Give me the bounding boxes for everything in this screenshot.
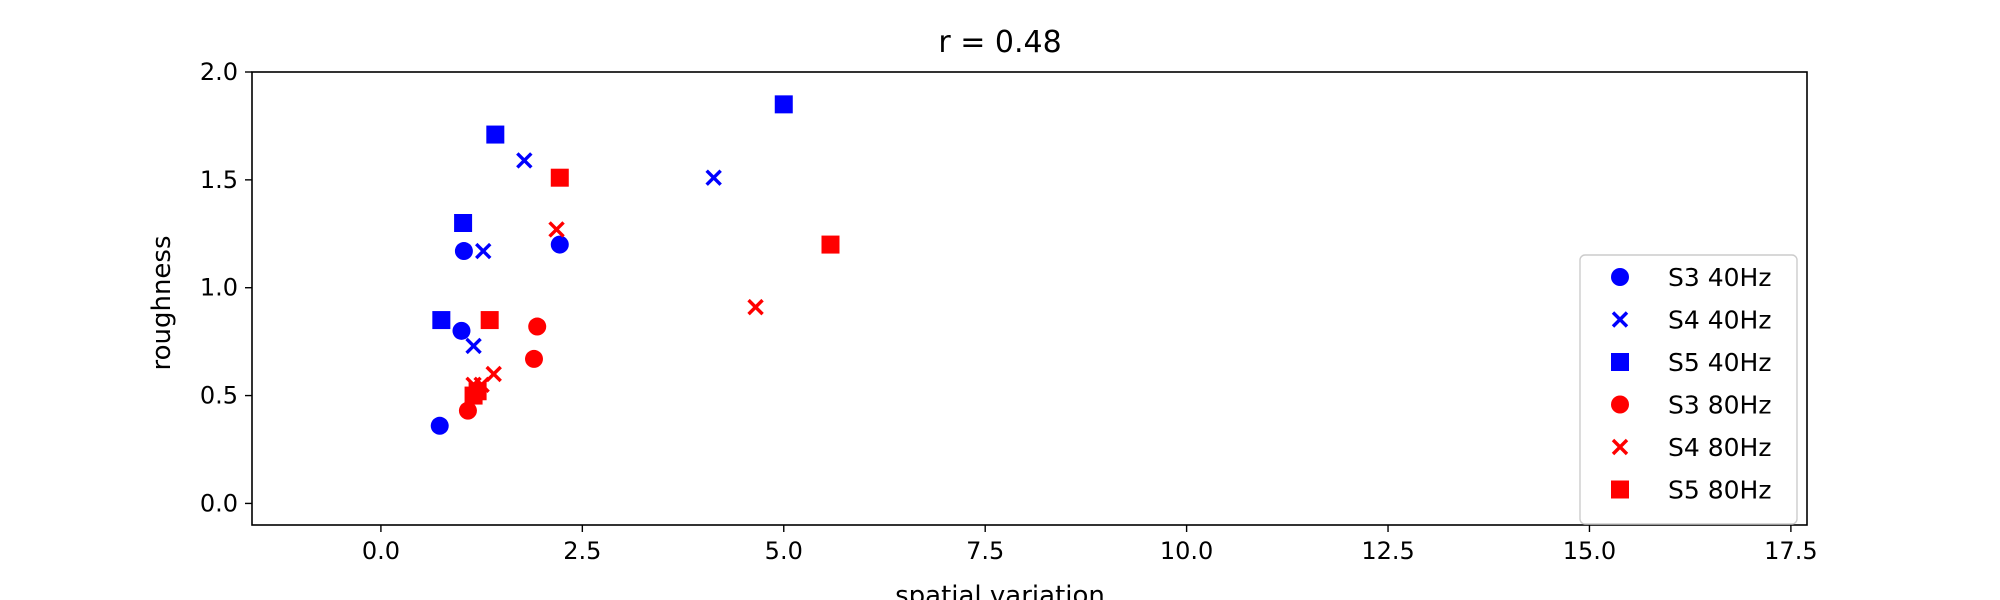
- axes: 0.0 2.5 5.0 7.5 10.0 12.5 15.0 17.5 0.0 0.5 1.0 1.5…: [200, 58, 1818, 565]
- x-tick-label: 10.0: [1160, 537, 1213, 565]
- x-tick-label: 7.5: [966, 537, 1004, 565]
- y-tick-label: 0.5: [200, 382, 238, 410]
- y-tick-label: 2.0: [200, 58, 238, 86]
- legend-entry: S4 40Hz: [1668, 306, 1771, 335]
- legend-entry: S4 80Hz: [1668, 433, 1771, 462]
- series: [458, 317, 547, 420]
- data-point: [480, 311, 499, 330]
- series: [464, 168, 840, 405]
- data-point: [485, 365, 502, 383]
- legend-entry: S3 80Hz: [1668, 391, 1771, 420]
- legend-entry: S5 80Hz: [1668, 476, 1771, 505]
- y-tick-label: 0.0: [200, 489, 238, 517]
- data-point: [774, 95, 793, 114]
- data-point: [705, 169, 722, 186]
- series: [465, 152, 722, 355]
- chart-title: r = 0.48: [938, 25, 1061, 60]
- data-point: [432, 311, 451, 330]
- series: [432, 95, 793, 330]
- legend-marker: [1611, 438, 1629, 456]
- data-point: [528, 317, 547, 336]
- data-point: [468, 382, 487, 401]
- data-point: [475, 242, 492, 260]
- x-tick-label: 17.5: [1764, 537, 1817, 565]
- legend: S3 40Hz S4 40Hz S5 40Hz S3 80Hz S4 80Hz S5 80…: [1579, 254, 1798, 525]
- legend-entry: S5 40Hz: [1668, 348, 1771, 377]
- x-tick-label: 2.5: [563, 537, 601, 565]
- data-point: [550, 168, 569, 187]
- x-tick-label: 5.0: [765, 537, 803, 565]
- legend-frame: [1579, 254, 1798, 525]
- legend-marker: [1611, 268, 1629, 286]
- data-point: [747, 298, 764, 316]
- series: [465, 221, 764, 393]
- plot-frame: [251, 71, 1808, 526]
- data-point: [454, 214, 473, 232]
- data-point: [516, 152, 533, 169]
- x-tick-label: 15.0: [1563, 537, 1616, 565]
- data-point: [524, 349, 543, 368]
- legend-entry: S3 40Hz: [1668, 263, 1771, 292]
- data-point: [550, 235, 569, 254]
- data-point: [452, 321, 471, 340]
- data-point: [458, 401, 477, 420]
- x-tick-label: 12.5: [1361, 537, 1414, 565]
- data-point: [548, 221, 565, 238]
- y-axis-label: roughness: [147, 235, 177, 370]
- y-tick-label: 1.0: [200, 274, 238, 302]
- data-point: [465, 337, 482, 355]
- data-point: [430, 416, 449, 435]
- series: [430, 235, 569, 435]
- x-axis-label: spatial variation: [895, 581, 1105, 600]
- data-points: [430, 95, 840, 435]
- legend-marker: [1611, 311, 1629, 328]
- legend-marker: [1611, 480, 1629, 499]
- legend-marker: [1611, 353, 1629, 371]
- legend-marker: [1611, 395, 1629, 414]
- x-tick-label: 0.0: [362, 537, 400, 565]
- data-point: [486, 125, 505, 144]
- data-point: [821, 235, 840, 254]
- y-tick-label: 1.5: [200, 166, 238, 194]
- data-point: [454, 242, 473, 261]
